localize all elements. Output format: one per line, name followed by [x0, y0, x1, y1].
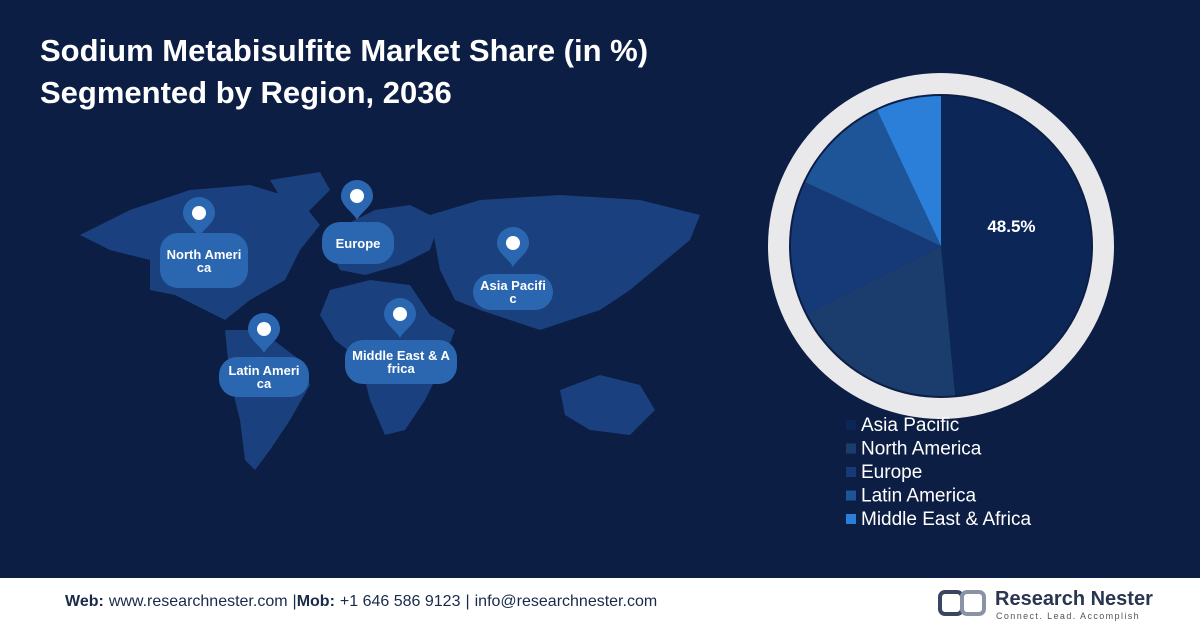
map-label: Europe — [322, 222, 394, 264]
data-label: 48.5% — [987, 217, 1035, 236]
map-pin-dot — [506, 236, 520, 250]
contact-value: www.researchnester.com — [108, 593, 288, 610]
legend-label: Asia Pacific — [861, 415, 959, 436]
map-label: Middle East & Africa — [345, 340, 457, 384]
pie-slice — [877, 96, 941, 246]
contact-value: +1 646 586 9123 — [339, 593, 461, 610]
contact-label: Mob: — [296, 593, 335, 610]
legend-label: Middle East & Africa — [861, 509, 1031, 530]
pie-slice — [807, 246, 956, 396]
map-pin-dot — [350, 189, 364, 203]
logo-icon — [938, 590, 986, 616]
legend-swatch — [846, 467, 856, 477]
greenland-shape — [270, 172, 330, 215]
chart-title: Sodium Metabisulfite Market Share (in %)… — [40, 30, 648, 114]
pie-slice — [941, 96, 1092, 396]
map-label: North America — [160, 233, 248, 288]
separator: | — [465, 593, 470, 610]
footer: Web: www.researchnester.com |Mob: +1 646 58… — [0, 578, 1200, 628]
map-label: Asia Pacific — [473, 274, 553, 310]
legend-label: Europe — [861, 462, 922, 483]
logo-name: Research Nester — [995, 588, 1153, 610]
legend-swatch — [846, 443, 856, 454]
legend-swatch — [846, 514, 856, 524]
legend-swatch — [846, 490, 856, 501]
pie: 48.5% — [791, 96, 1092, 396]
map-pin-dot — [393, 307, 407, 321]
australia-shape — [560, 375, 655, 435]
contact-value: info@researchnester.com — [474, 593, 658, 610]
legend-label: Latin America — [861, 486, 977, 507]
map-pin-dot — [257, 322, 271, 336]
map-label: Latin America — [219, 357, 309, 397]
pie-slice — [791, 182, 941, 315]
map-pin-dot — [192, 206, 206, 220]
map-pins — [183, 180, 529, 353]
asia-shape — [430, 195, 700, 330]
title-line: Segmented by Region, 2036 — [40, 75, 452, 110]
logo-tagline: Connect. Lead. Accomplish — [996, 611, 1141, 621]
separator: | — [292, 593, 297, 610]
legend-label: North America — [861, 439, 982, 460]
pie-slice — [805, 110, 941, 246]
contact-label: Web: — [65, 593, 104, 610]
title-line: Sodium Metabisulfite Market Share (in %) — [40, 33, 649, 68]
contact-info: Web: www.researchnester.com |Mob: +1 646 58… — [65, 593, 662, 611]
legend-swatch — [846, 420, 856, 430]
south-america-shape — [225, 330, 310, 470]
